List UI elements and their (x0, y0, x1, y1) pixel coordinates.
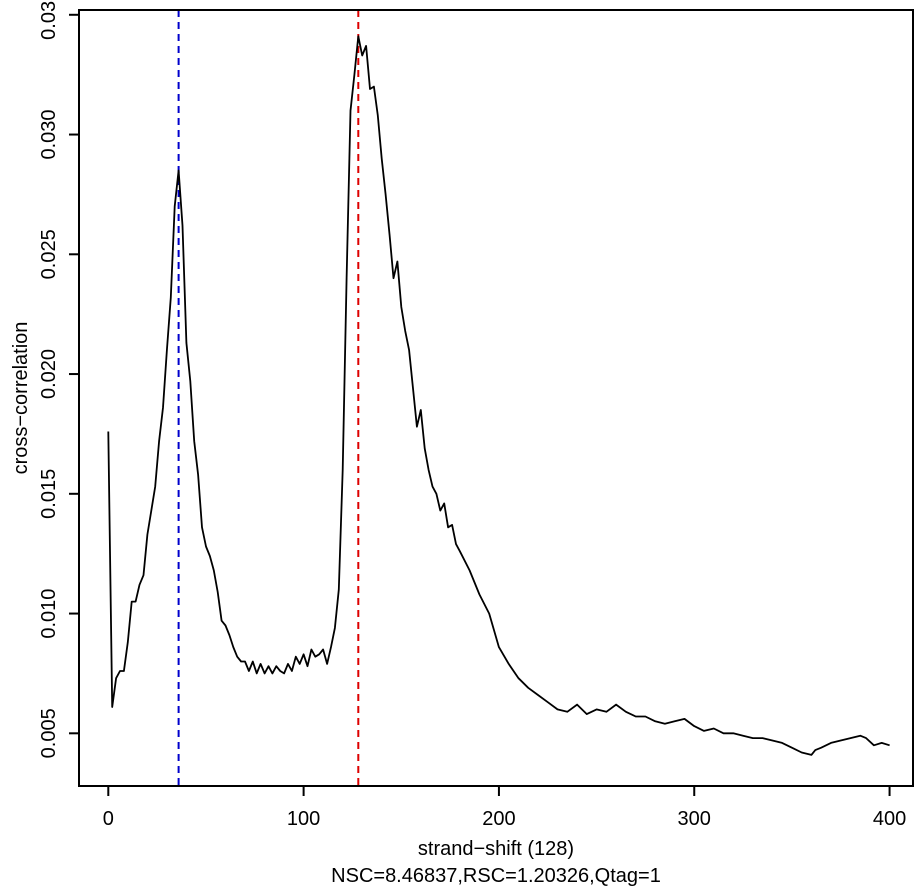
y-tick-label: 0.015 (38, 469, 60, 519)
y-tick-label: 0.035 (38, 0, 60, 40)
plot-layer (107, 10, 890, 786)
x-tick-label: 300 (678, 808, 711, 830)
y-axis-title: cross−correlation (10, 322, 32, 475)
y-tick-label: 0.005 (38, 708, 60, 758)
y-axis: 0.005 0.010 0.015 0.020 0.025 0.030 0.035 (38, 0, 79, 758)
y-tick-label: 0.030 (38, 109, 60, 159)
x-tick-label: 200 (482, 808, 515, 830)
x-tick-label: 100 (287, 808, 320, 830)
series-line-1 (107, 35, 890, 756)
x-tick-label: 400 (873, 808, 906, 830)
x-axis: 0 100 200 300 400 (103, 786, 906, 830)
y-tick-label: 0.010 (38, 589, 60, 639)
chart-subtitle: NSC=8.46837,RSC=1.20326,Qtag=1 (331, 865, 661, 887)
plot-frame (78, 9, 914, 787)
x-tick-label: 0 (103, 808, 114, 830)
y-tick-label: 0.025 (38, 229, 60, 279)
x-axis-title: strand−shift (128) (418, 838, 574, 860)
y-tick-label: 0.020 (38, 349, 60, 399)
